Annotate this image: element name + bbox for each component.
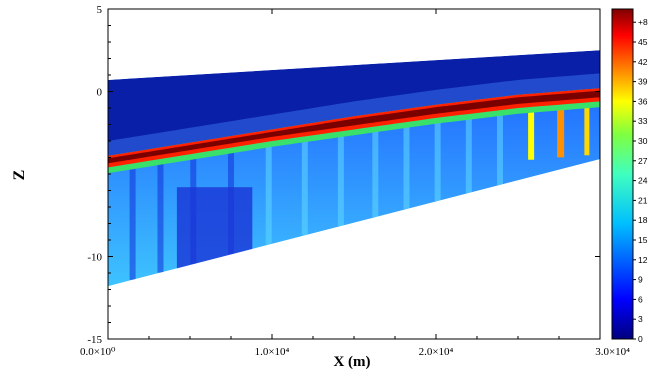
colorbar-label: 42 [638, 57, 648, 67]
streak-11 [496, 110, 503, 185]
colorbar-label: 3 [638, 314, 643, 324]
x-axis: 0.0×10⁰ 1.0×10⁴ 2.0×10⁴ 3.0×10⁴ [80, 9, 630, 358]
plot-area [108, 9, 600, 339]
x-tick-label: 3.0×10⁴ [595, 346, 630, 358]
colorbar-label: 24 [638, 176, 648, 186]
streak-4 [265, 141, 272, 245]
x-tick-label: 1.0×10⁴ [255, 346, 290, 358]
colorbar-gradient [611, 8, 634, 340]
colorbar-label: 0 [638, 334, 643, 344]
colorbar-label: 9 [638, 275, 643, 285]
mask-bottom [108, 159, 600, 339]
colorbar-label: 33 [638, 116, 648, 126]
colorbar-label: 12 [638, 255, 648, 265]
plume-1 [557, 104, 565, 158]
streak-7 [372, 126, 379, 218]
streak-1 [157, 158, 164, 273]
streak-5 [301, 136, 308, 236]
colorbar-label: 18 [638, 215, 648, 225]
plume-2 [584, 102, 590, 156]
streak-9 [434, 117, 441, 202]
x-tick-label: 0.0×10⁰ [80, 346, 116, 358]
colorbar-label: +8 [638, 17, 648, 27]
streak-8 [403, 122, 410, 210]
streak-10 [465, 113, 472, 194]
x-axis-title: X (m) [333, 354, 370, 370]
streak-6 [337, 131, 344, 227]
colorbar-label: 30 [638, 136, 648, 146]
colorbar-label: 45 [638, 37, 648, 47]
y-tick-label: -10 [87, 252, 102, 264]
band-core [108, 90, 600, 164]
y-axis-title: Z [11, 170, 28, 181]
colorbar-label: 6 [638, 294, 643, 304]
x-tick-label: 2.0×10⁴ [419, 346, 454, 358]
colorbar-label: 27 [638, 156, 648, 166]
colorbar-label: 36 [638, 96, 648, 106]
colorbar-label: 39 [638, 77, 648, 87]
y-axis: 5 0 -10 -15 [87, 4, 600, 346]
streak-0 [129, 163, 136, 280]
y-tick-label: -15 [87, 334, 102, 346]
plume-0 [528, 106, 535, 160]
transition-layer [108, 73, 600, 156]
y-tick-label: 5 [97, 4, 103, 16]
mask-top [108, 9, 600, 80]
colorbar-label: 21 [638, 195, 648, 205]
y-tick-label: 0 [97, 87, 103, 99]
colorbar-label: 15 [638, 235, 648, 245]
